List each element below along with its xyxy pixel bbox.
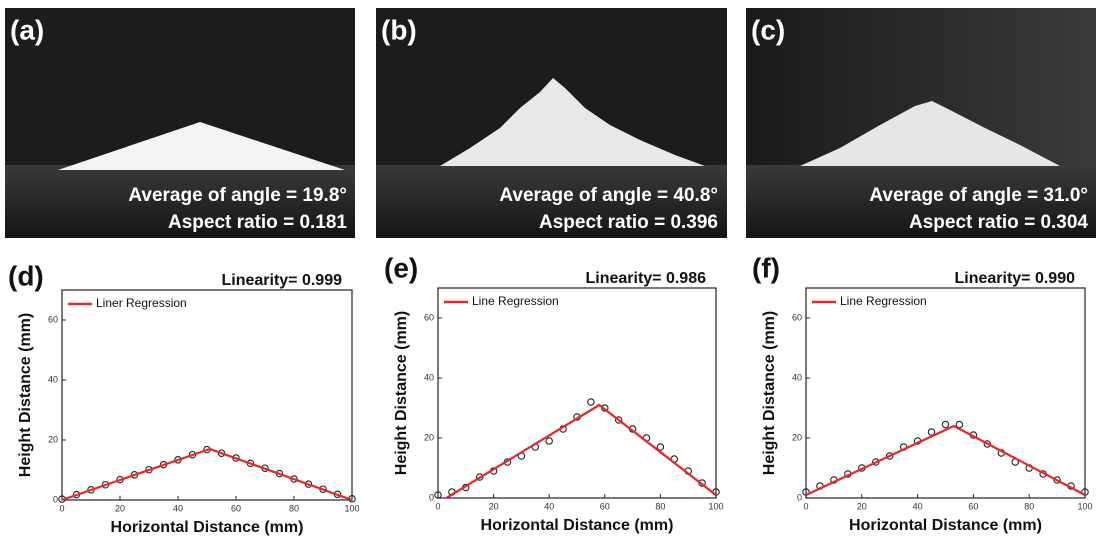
panel-label: (e) (384, 252, 418, 283)
linearity-annotation: Linearity= 0.986 (585, 270, 706, 287)
y-tick-label: 40 (792, 372, 802, 382)
photo-caption: Aspect ratio = 0.181 (168, 212, 347, 233)
x-tick-label: 80 (1024, 501, 1034, 511)
y-tick-label: 40 (424, 372, 434, 382)
data-point (434, 491, 442, 499)
plot-frame (805, 287, 1086, 499)
photo-caption: Average of angle = 19.8° (128, 185, 347, 206)
data-point (941, 420, 950, 429)
data-point (983, 440, 992, 448)
photo-caption: Average of angle = 31.0° (869, 185, 1088, 206)
x-axis-label: Horizontal Distance (mm) (111, 519, 304, 536)
plot-frame (61, 289, 353, 501)
x-tick-label: 40 (913, 501, 923, 511)
data-point (587, 398, 595, 406)
panel-label: (c) (751, 14, 785, 45)
x-tick-label: 0 (803, 501, 808, 511)
data-point (545, 437, 553, 445)
x-tick-label: 60 (231, 503, 241, 513)
data-point (1053, 476, 1061, 484)
panel-label: (d) (8, 260, 44, 291)
y-tick-label: 20 (792, 432, 802, 442)
x-tick-label: 100 (1077, 501, 1092, 511)
x-tick-label: 40 (173, 503, 183, 513)
x-tick-label: 80 (289, 503, 299, 513)
legend-label: Line Regression (840, 294, 927, 308)
chart-panel: (d) Linearity= 0.999 0 20 40 60 80 100 0 20 40 60 Ho… (8, 260, 360, 536)
chart-panel: (e) Linearity= 0.986 0 20 40 60 80 100 0 20 40 60 Ho… (384, 252, 724, 534)
data-point (614, 416, 623, 424)
x-tick-label: 0 (59, 503, 64, 513)
data-point (656, 443, 665, 451)
data-point (1081, 488, 1089, 496)
data-point (885, 452, 894, 460)
x-tick-label: 20 (489, 501, 499, 511)
y-tick-label: 20 (424, 432, 434, 442)
y-axis-label: Height Distance (mm) (761, 311, 778, 475)
y-tick-label: 20 (48, 434, 58, 444)
y-tick-label: 40 (48, 374, 58, 384)
regression-line (805, 424, 1086, 496)
x-tick-label: 100 (344, 503, 359, 513)
y-tick-label: 0 (53, 494, 58, 504)
photo-c (746, 8, 1096, 238)
x-tick-label: 100 (708, 501, 723, 511)
plot-frame (437, 287, 717, 499)
x-tick-label: 60 (600, 501, 610, 511)
x-tick-label: 40 (544, 501, 554, 511)
photo-caption: Aspect ratio = 0.304 (909, 212, 1088, 233)
legend-label: Liner Regression (96, 296, 187, 310)
photo-caption: Aspect ratio = 0.396 (539, 212, 718, 233)
photo-b (376, 8, 727, 238)
regression-line (61, 447, 353, 502)
x-axis-label: Horizontal Distance (mm) (849, 517, 1042, 534)
y-tick-label: 60 (48, 314, 58, 324)
x-tick-label: 20 (115, 503, 125, 513)
y-axis-label: Height Distance (mm) (17, 313, 34, 477)
panel-label: (a) (10, 14, 44, 45)
y-tick-label: 60 (792, 312, 802, 322)
data-point (927, 428, 936, 436)
photo-a (5, 8, 355, 238)
data-point (802, 488, 810, 496)
x-tick-label: 20 (857, 501, 867, 511)
y-tick-label: 60 (424, 312, 434, 322)
x-tick-label: 0 (435, 501, 440, 511)
legend-label: Line Regression (472, 294, 559, 308)
linearity-annotation: Linearity= 0.990 (954, 270, 1075, 287)
regression-line (445, 403, 717, 499)
panel-label: (f) (752, 252, 780, 283)
photo-caption: Average of angle = 40.8° (499, 185, 718, 206)
x-tick-label: 80 (655, 501, 665, 511)
y-tick-label: 0 (797, 492, 802, 502)
y-axis-label: Height Distance (mm) (393, 311, 410, 475)
y-tick-label: 0 (429, 492, 434, 502)
linearity-annotation: Linearity= 0.999 (221, 272, 342, 289)
x-tick-label: 60 (968, 501, 978, 511)
chart-panel: (f) Linearity= 0.990 0 20 40 60 80 100 0 20 40 60 Ho… (752, 252, 1093, 534)
x-axis-label: Horizontal Distance (mm) (481, 517, 674, 534)
panel-label: (b) (381, 14, 417, 45)
